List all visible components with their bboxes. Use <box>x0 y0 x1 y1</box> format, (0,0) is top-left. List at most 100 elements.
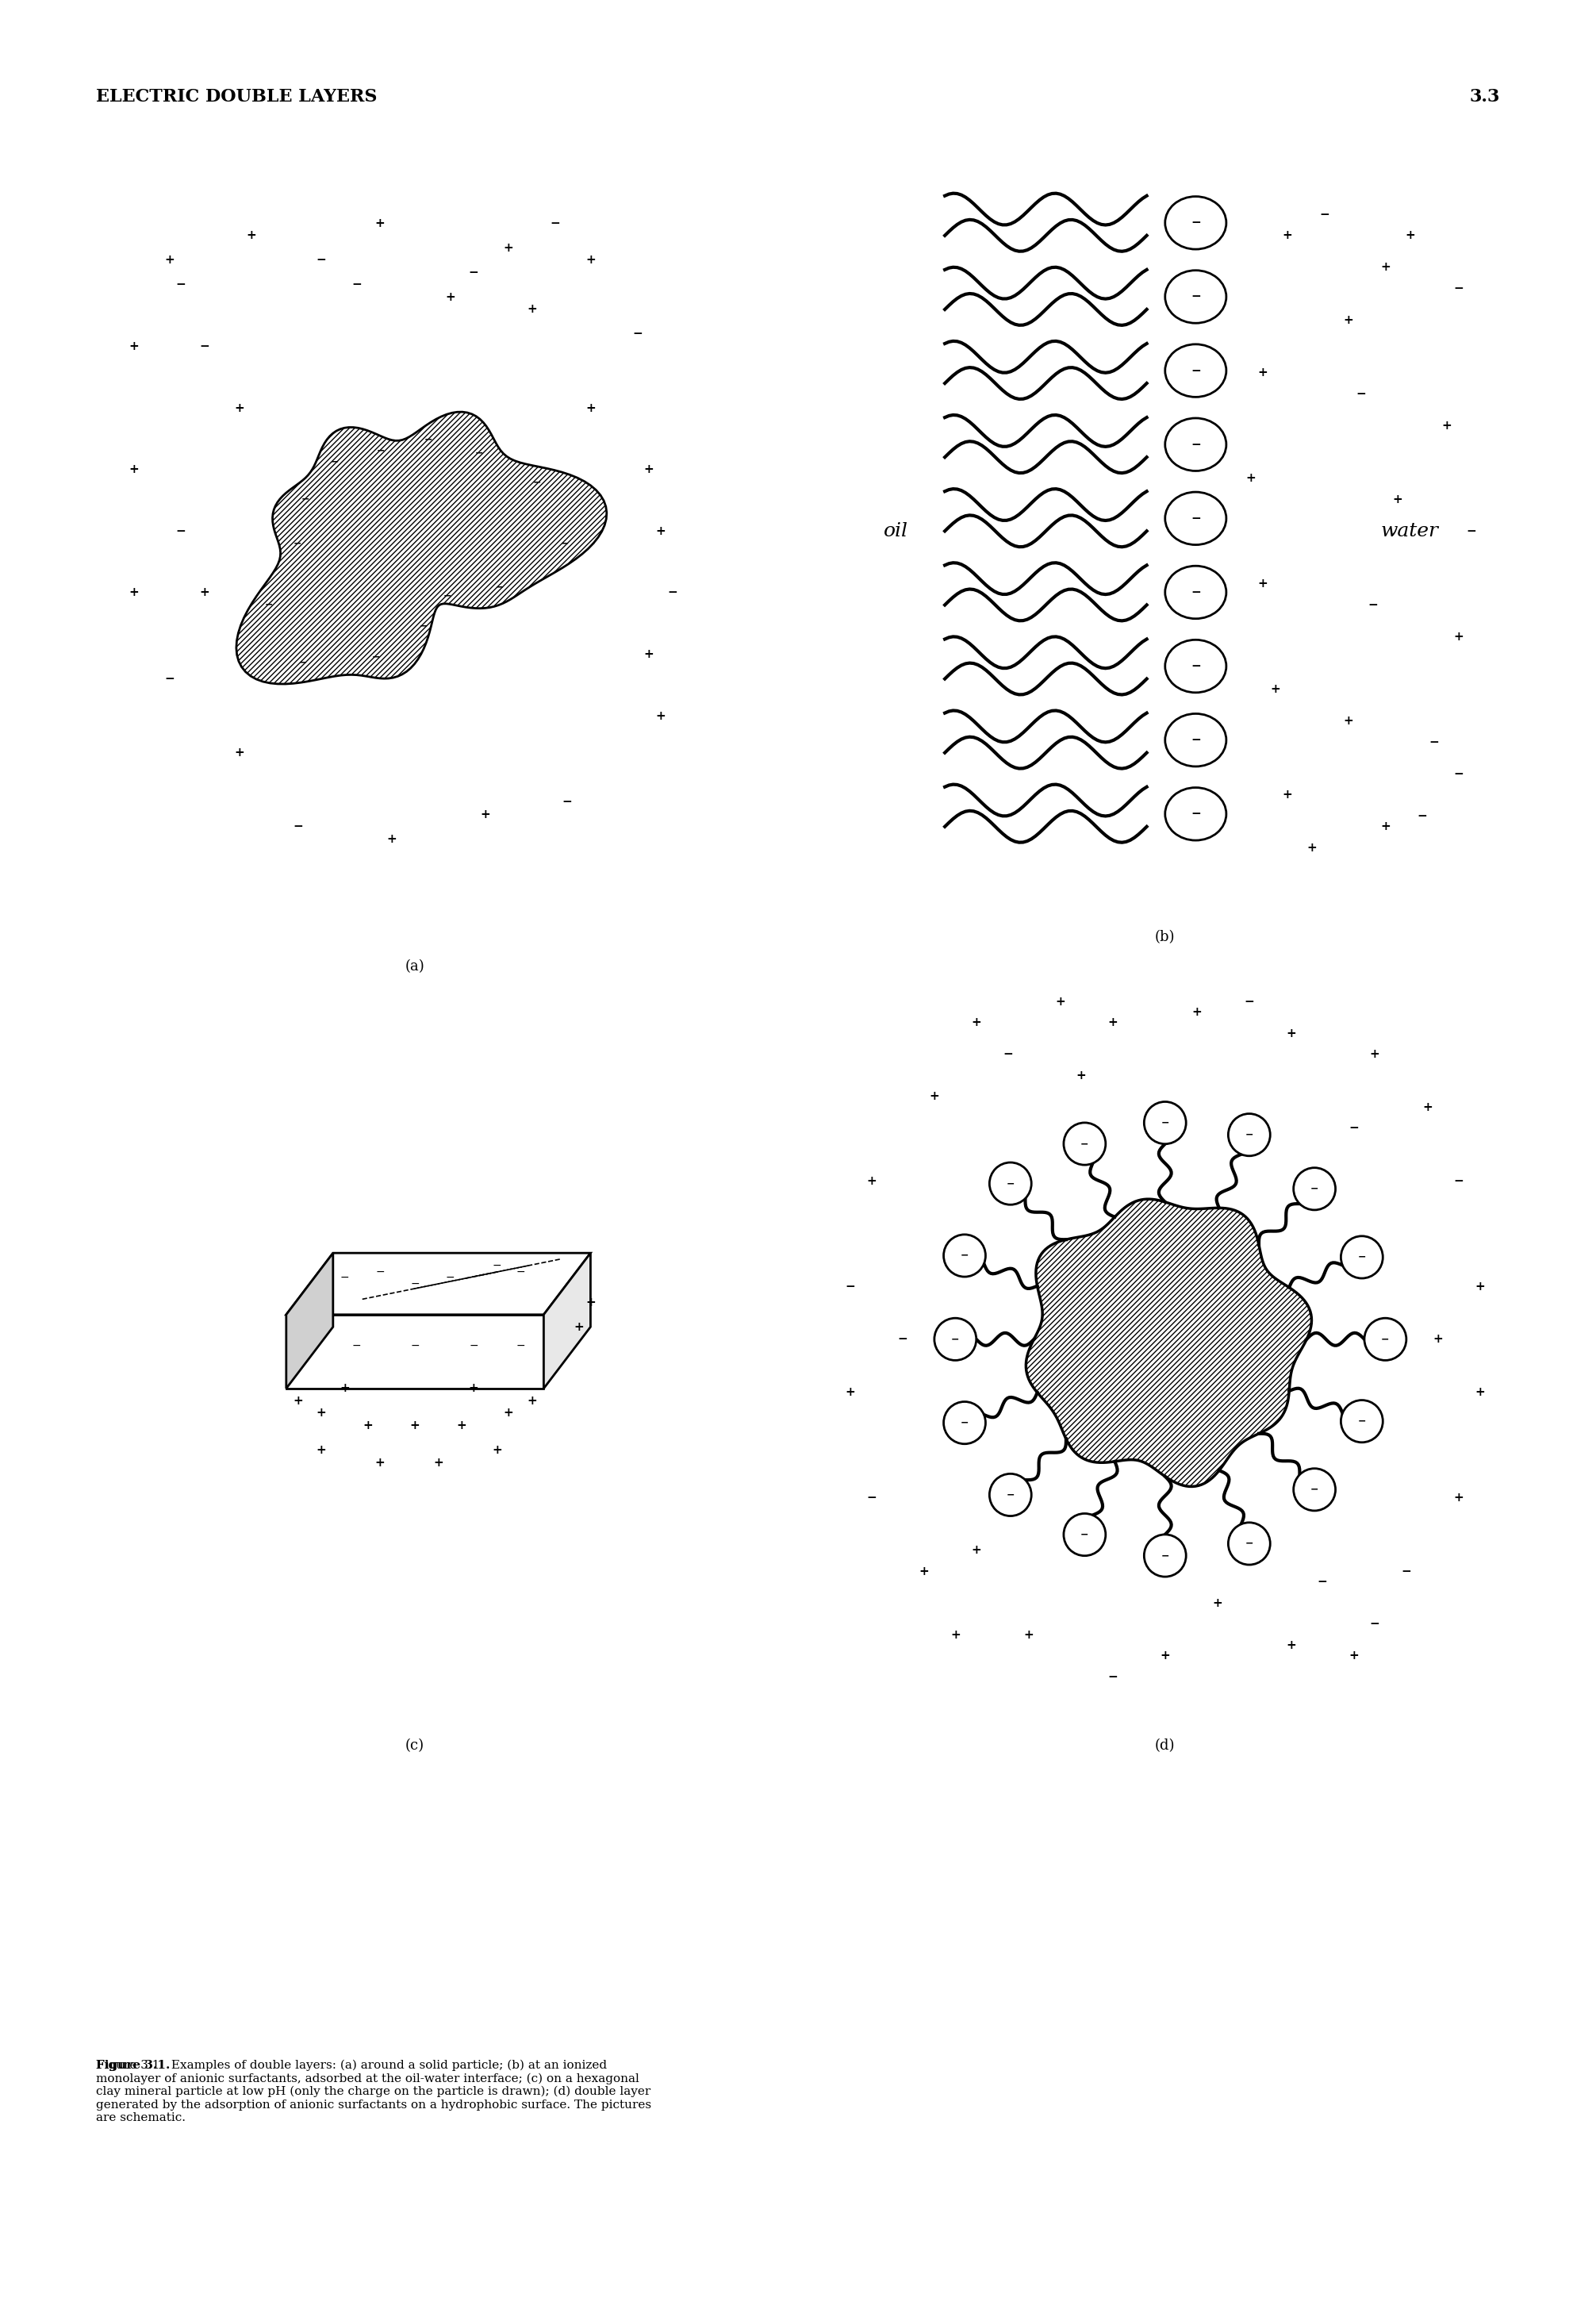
Text: −: − <box>316 254 327 266</box>
Text: +: + <box>867 1175 876 1187</box>
Text: +: + <box>1160 1651 1170 1662</box>
Text: −: − <box>444 591 452 600</box>
Text: +: + <box>340 1383 350 1395</box>
Text: −: − <box>1454 1175 1464 1187</box>
Text: +: + <box>235 746 244 760</box>
Circle shape <box>934 1318 977 1360</box>
Text: ELECTRIC DOUBLE LAYERS: ELECTRIC DOUBLE LAYERS <box>96 88 377 106</box>
Text: +: + <box>1441 420 1452 432</box>
Circle shape <box>1165 270 1226 323</box>
Text: −: − <box>846 1281 855 1293</box>
Text: −: − <box>867 1492 876 1503</box>
Text: +: + <box>410 1420 420 1432</box>
Text: −: − <box>468 266 479 279</box>
Text: −: − <box>410 1279 420 1288</box>
Circle shape <box>1165 640 1226 693</box>
Text: −: − <box>1358 1415 1366 1427</box>
Text: +: + <box>1475 1281 1484 1293</box>
Text: −: − <box>1454 282 1464 293</box>
Text: −: − <box>492 1261 501 1270</box>
Text: +: + <box>129 464 139 476</box>
Text: −: − <box>899 1332 908 1346</box>
Text: +: + <box>1422 1101 1432 1113</box>
Text: +: + <box>1381 820 1390 834</box>
Circle shape <box>1144 1101 1186 1143</box>
Text: +: + <box>1344 716 1353 727</box>
Text: (d): (d) <box>1156 1739 1175 1753</box>
Circle shape <box>1165 713 1226 767</box>
Polygon shape <box>286 1254 591 1314</box>
Text: −: − <box>1381 1335 1390 1344</box>
Circle shape <box>1165 418 1226 471</box>
Text: −: − <box>1454 769 1464 780</box>
Text: +: + <box>573 1321 584 1332</box>
Text: +: + <box>1454 1492 1464 1503</box>
Polygon shape <box>544 1254 591 1388</box>
Text: −: − <box>330 457 338 466</box>
Text: 3.3: 3.3 <box>1470 88 1500 106</box>
Text: +: + <box>1213 1598 1223 1609</box>
Text: −: − <box>420 621 428 633</box>
Circle shape <box>1365 1318 1406 1360</box>
Circle shape <box>1063 1512 1106 1556</box>
Text: −: − <box>1191 439 1200 450</box>
Text: +: + <box>1286 1028 1296 1039</box>
Text: −: − <box>1243 995 1254 1007</box>
Text: −: − <box>951 1335 959 1344</box>
Text: +: + <box>656 709 666 723</box>
Text: −: − <box>1191 513 1200 524</box>
Text: +: + <box>919 1566 929 1577</box>
Text: +: + <box>527 302 538 316</box>
Text: +: + <box>643 464 654 476</box>
Text: −: − <box>1310 1185 1318 1194</box>
Circle shape <box>1165 492 1226 545</box>
Text: −: − <box>1368 598 1379 612</box>
Circle shape <box>1341 1235 1382 1279</box>
Text: −: − <box>265 600 273 610</box>
Text: −: − <box>1191 808 1200 820</box>
Text: +: + <box>503 242 514 254</box>
Text: −: − <box>1317 1577 1328 1589</box>
Polygon shape <box>236 411 606 683</box>
Text: −: − <box>1005 1178 1015 1189</box>
Text: +: + <box>386 834 397 845</box>
Text: −: − <box>1428 737 1440 748</box>
Text: +: + <box>129 339 139 353</box>
Text: −: − <box>294 538 302 550</box>
Text: −: − <box>1191 586 1200 598</box>
Text: −: − <box>372 651 380 663</box>
Text: −: − <box>1355 388 1366 399</box>
Text: −: − <box>1108 1672 1117 1683</box>
Text: −: − <box>298 658 306 667</box>
Text: −: − <box>425 434 433 446</box>
Text: +: + <box>503 1406 514 1420</box>
Text: +: + <box>586 402 595 413</box>
Text: +: + <box>929 1090 940 1101</box>
Text: −: − <box>351 1339 361 1351</box>
Text: −: − <box>533 478 541 487</box>
Text: −: − <box>445 1272 455 1284</box>
Text: (c): (c) <box>405 1739 425 1753</box>
Text: +: + <box>1454 630 1464 642</box>
Text: +: + <box>1282 790 1293 801</box>
Text: −: − <box>200 339 209 353</box>
Text: −: − <box>292 820 303 834</box>
Text: −: − <box>410 1339 420 1351</box>
Text: −: − <box>1245 1129 1253 1141</box>
Text: −: − <box>476 448 484 457</box>
Circle shape <box>1293 1168 1336 1210</box>
Circle shape <box>943 1402 986 1443</box>
Text: −: − <box>562 797 573 808</box>
Text: +: + <box>316 1443 327 1457</box>
Text: −: − <box>1160 1118 1170 1129</box>
Text: −: − <box>1318 208 1329 219</box>
Text: −: − <box>340 1272 350 1284</box>
Text: −: − <box>551 217 560 229</box>
Text: +: + <box>235 402 244 413</box>
Text: +: + <box>1270 683 1280 695</box>
Text: +: + <box>586 254 595 266</box>
Text: −: − <box>1310 1485 1318 1494</box>
Text: +: + <box>656 524 666 538</box>
Text: −: − <box>302 494 310 503</box>
Text: +: + <box>643 649 654 660</box>
